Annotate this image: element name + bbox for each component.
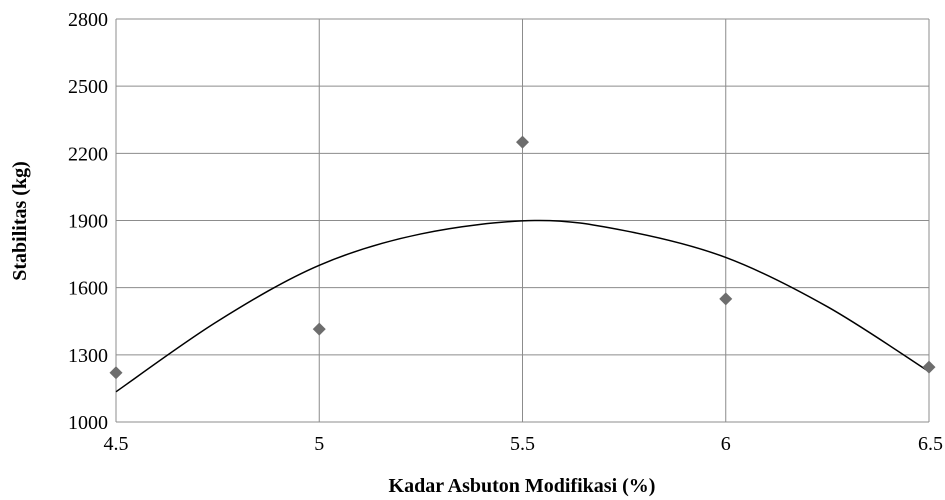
data-point [922,360,936,374]
data-point [312,322,326,336]
trendline [115,219,930,393]
y-axis-title: Stabilitas (kg) [9,161,31,280]
x-tick-label: 4.5 [104,433,129,455]
gridlines [115,18,930,423]
y-tick-label: 2200 [68,143,108,165]
y-tick-label: 1900 [68,211,108,233]
x-axis-title: Kadar Asbuton Modifikasi (%) [389,475,656,497]
x-tick-label: 6.5 [918,433,943,455]
x-tick-labels: 4.5 5 5.5 6 6.5 [104,433,944,455]
y-tick-label: 1300 [68,345,108,367]
y-tick-label: 2800 [68,9,108,31]
x-tick-label: 5.5 [510,433,535,455]
y-tick-labels: 1000 1300 1600 1900 2200 2500 2800 [68,9,108,434]
y-tick-label: 1000 [68,412,108,434]
data-point [109,366,123,380]
data-points [109,135,936,380]
y-tick-label: 1600 [68,278,108,300]
x-tick-label: 6 [721,433,731,455]
x-tick-label: 5 [314,433,324,455]
data-point [516,135,529,149]
data-point [719,292,733,306]
y-tick-label: 2500 [68,76,108,98]
